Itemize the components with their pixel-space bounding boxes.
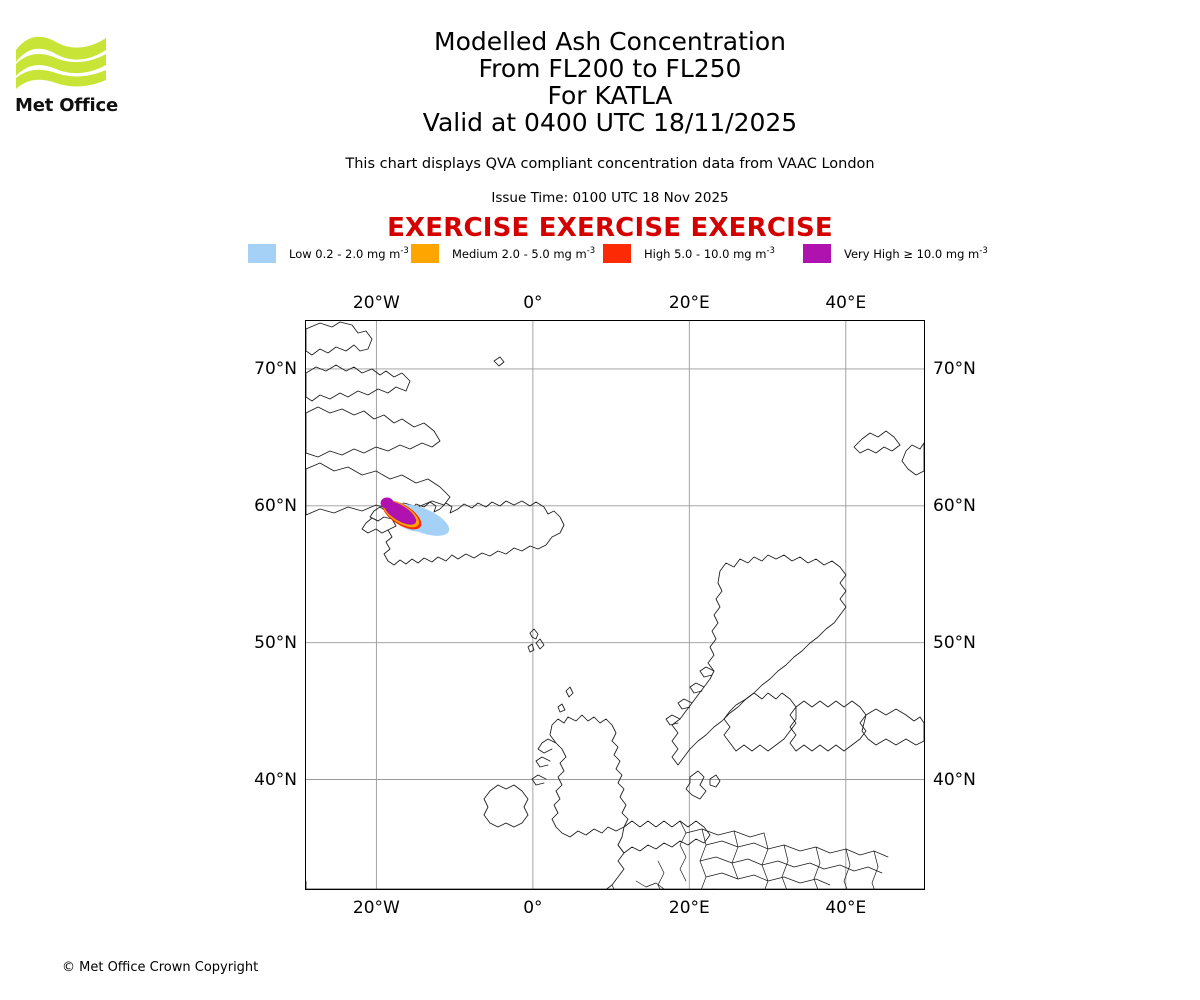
chart-title-block: Modelled Ash Concentration From FL200 to… xyxy=(170,28,1050,136)
lat-label-left-1: 50°N xyxy=(254,632,297,653)
lon-label-top-3: 40°E xyxy=(825,293,867,313)
title-valid-time: Valid at 0400 UTC 18/11/2025 xyxy=(422,108,798,137)
lat-label-left-0: 40°N xyxy=(254,769,297,790)
map-canvas[interactable] xyxy=(305,320,925,890)
legend-swatch-3 xyxy=(803,243,831,263)
lon-label-bottom-1: 0° xyxy=(523,898,543,918)
issue-time: Issue Time: 0100 UTC 18 Nov 2025 xyxy=(491,190,729,206)
qva-note: This chart displays QVA compliant concen… xyxy=(345,156,875,172)
lon-label-bottom-3: 40°E xyxy=(825,898,867,918)
lon-label-top-0: 20°W xyxy=(352,293,400,313)
page-title: Modelled Ash Concentration xyxy=(434,27,786,56)
lat-label-right-2: 60°N xyxy=(933,495,976,516)
lon-label-bottom-0: 20°W xyxy=(352,898,400,918)
met-office-wave-mark xyxy=(16,36,106,89)
legend-item-2[interactable]: High 5.0 - 10.0 mg m-3 xyxy=(603,242,775,264)
met-office-wordmark: Met Office xyxy=(15,95,119,116)
legend-label-3: Very High ≥ 10.0 mg m-3 xyxy=(844,245,988,261)
title-flight-levels: From FL200 to FL250 xyxy=(478,54,742,83)
ash-plume-layer xyxy=(380,497,450,536)
legend-item-1[interactable]: Medium 2.0 - 5.0 mg m-3 xyxy=(411,242,595,264)
lon-label-bottom-2: 20°E xyxy=(668,898,710,918)
lon-label-top-2: 20°E xyxy=(668,293,710,313)
legend-label-2: High 5.0 - 10.0 mg m-3 xyxy=(644,245,775,261)
title-volcano: For KATLA xyxy=(547,81,673,110)
legend-item-3[interactable]: Very High ≥ 10.0 mg m-3 xyxy=(803,242,988,264)
legend-item-0[interactable]: Low 0.2 - 2.0 mg m-3 xyxy=(248,242,409,264)
legend-swatch-1 xyxy=(411,243,439,263)
lat-label-left-2: 60°N xyxy=(254,495,297,516)
plume-very-high-band xyxy=(383,501,417,525)
legend-swatch-0 xyxy=(248,243,276,263)
exercise-banner: EXERCISE EXERCISE EXERCISE xyxy=(387,213,833,243)
lat-label-right-3: 70°N xyxy=(933,358,976,379)
legend-swatch-2 xyxy=(603,243,631,263)
lat-label-left-3: 70°N xyxy=(254,358,297,379)
lat-label-right-1: 50°N xyxy=(933,632,976,653)
legend-label-0: Low 0.2 - 2.0 mg m-3 xyxy=(289,245,409,261)
lon-label-top-1: 0° xyxy=(523,293,543,313)
coastlines-layer xyxy=(306,321,924,889)
map-gridlines xyxy=(306,321,924,889)
met-office-logo: Met Office xyxy=(14,28,134,118)
concentration-legend: Low 0.2 - 2.0 mg m-3 Medium 2.0 - 5.0 mg … xyxy=(248,242,1000,264)
legend-label-1: Medium 2.0 - 5.0 mg m-3 xyxy=(452,245,596,261)
lat-label-right-0: 40°N xyxy=(933,769,976,790)
copyright-notice: © Met Office Crown Copyright xyxy=(62,960,259,975)
map-graphic xyxy=(306,321,924,889)
